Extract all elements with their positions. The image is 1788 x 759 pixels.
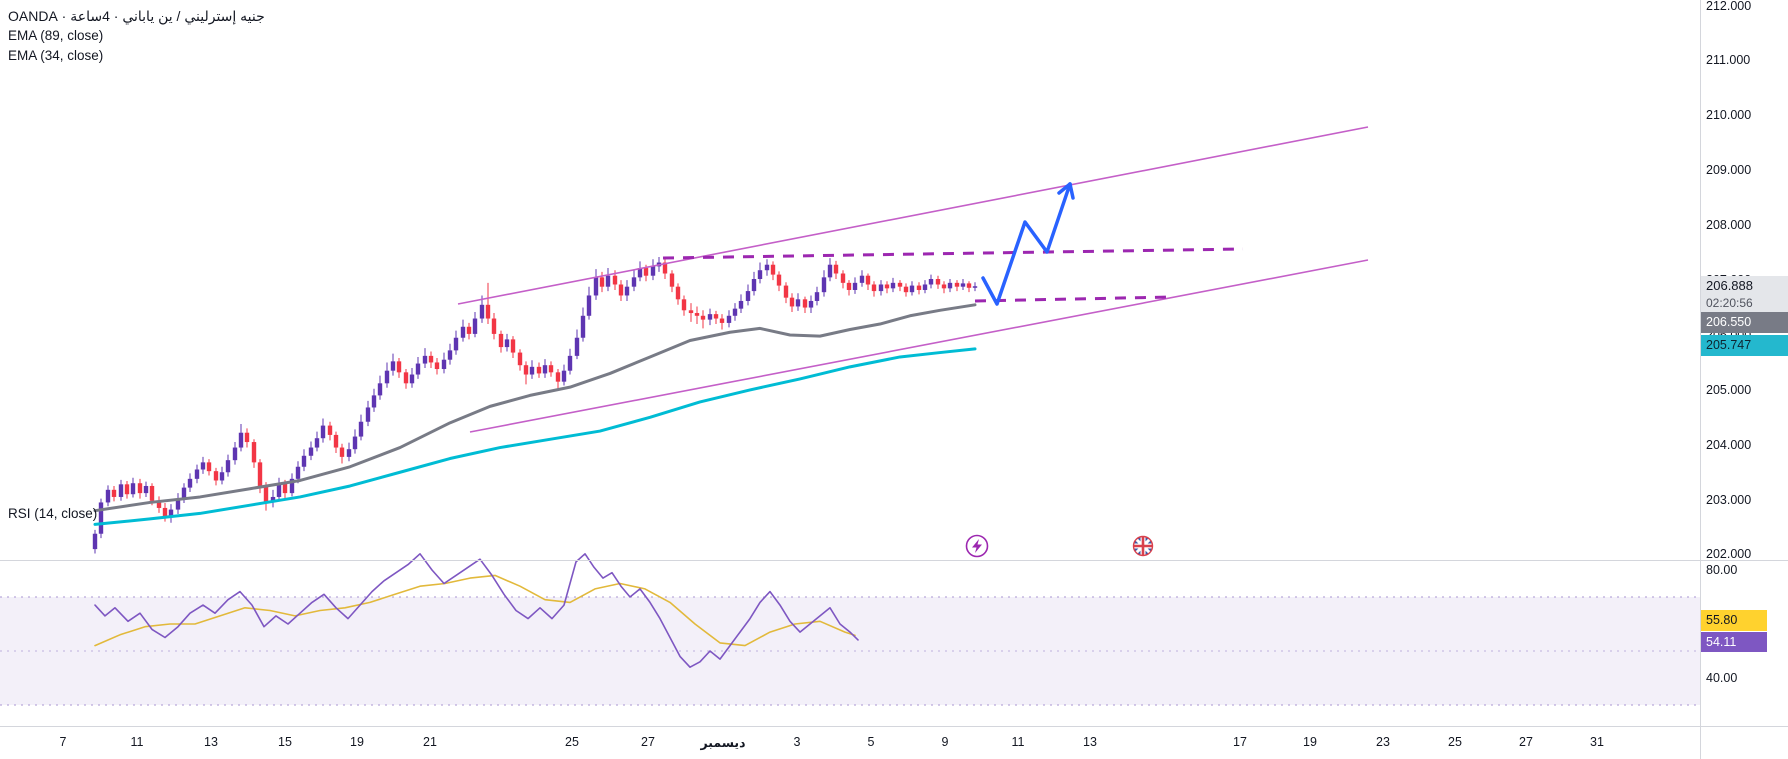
time-axis-label: 27 [1519, 735, 1533, 749]
projection-arrow-head [1057, 182, 1072, 195]
trend-channel-line [469, 259, 1369, 433]
resistance-dashed-line [974, 295, 1173, 303]
time-axis-label: 3 [793, 735, 801, 749]
time-axis-label: 9 [941, 735, 949, 749]
time-axis-label: 19 [350, 735, 364, 749]
rsi-value-badge: 54.11 [1701, 632, 1767, 652]
rsi-band [0, 597, 1700, 705]
time-axis-label: ديسمبر [700, 736, 746, 750]
lightning-icon [972, 539, 982, 553]
price-axis-label: 209.000 [1706, 163, 1752, 177]
rsi-line [94, 552, 859, 669]
rsi-axis-label: 40.00 [1706, 671, 1738, 685]
current-price-badge: 206.888 02:20:56 [1701, 276, 1788, 313]
price-axis-label: 212.000 [1706, 0, 1752, 13]
time-axis-label: 11 [1011, 735, 1025, 749]
pane-separator[interactable] [0, 560, 1788, 561]
time-axis-label: 25 [1448, 735, 1462, 749]
price-axis-label: 210.000 [1706, 108, 1752, 122]
price-axis-separator [1700, 0, 1701, 759]
time-axis-label: 17 [1233, 735, 1247, 749]
trend-channel-line [457, 126, 1369, 305]
chart-legend: جنيه إسترليني / ين ياباني · 4ساعة · OAND… [8, 6, 265, 66]
ema34-line [93, 303, 977, 513]
bar-countdown: 02:20:56 [1706, 296, 1753, 310]
time-axis-label: 25 [565, 735, 579, 749]
price-axis-label: 205.000 [1706, 383, 1752, 397]
projection-arrow-head [1068, 182, 1075, 200]
time-axis-label: 13 [1083, 735, 1097, 749]
time-axis-label: 15 [278, 735, 292, 749]
resistance-dashed-line [662, 247, 1244, 260]
time-axis-label: 31 [1590, 735, 1604, 749]
time-axis-label: 7 [59, 735, 67, 749]
price-axis-label: 202.000 [1706, 547, 1752, 561]
time-axis-label: 19 [1303, 735, 1317, 749]
time-axis-label: 27 [641, 735, 655, 749]
uk-flag-icon [1132, 535, 1154, 557]
rsi-legend[interactable]: RSI (14, close) [8, 506, 98, 521]
time-axis-label: 5 [867, 735, 875, 749]
time-axis-label: 13 [204, 735, 218, 749]
time-axis-label: 11 [130, 735, 144, 749]
price-axis-label: 203.000 [1706, 493, 1752, 507]
rsi-ma-line [94, 574, 856, 647]
legend-ema89[interactable]: EMA (89, close) [8, 28, 104, 43]
price-axis-label: 211.000 [1706, 53, 1751, 67]
projection-arrow [981, 182, 1072, 306]
ema89-line [93, 347, 977, 526]
rsi-ma-value-badge: 55.80 [1701, 610, 1767, 631]
price-axis-label: 208.000 [1706, 218, 1752, 232]
price-axis-label: 204.000 [1706, 438, 1752, 452]
time-axis-separator [0, 726, 1788, 727]
ema89-value-badge: 205.747 [1701, 335, 1788, 356]
rsi-axis-label: 80.00 [1706, 563, 1738, 577]
time-axis-label: 23 [1376, 735, 1390, 749]
current-price: 206.888 [1706, 278, 1753, 293]
symbol-title[interactable]: جنيه إسترليني / ين ياباني · 4ساعة · OAND… [8, 8, 265, 24]
legend-ema34[interactable]: EMA (34, close) [8, 48, 104, 63]
time-axis-label: 21 [423, 735, 437, 749]
ema34-value-badge: 206.550 [1701, 312, 1788, 333]
